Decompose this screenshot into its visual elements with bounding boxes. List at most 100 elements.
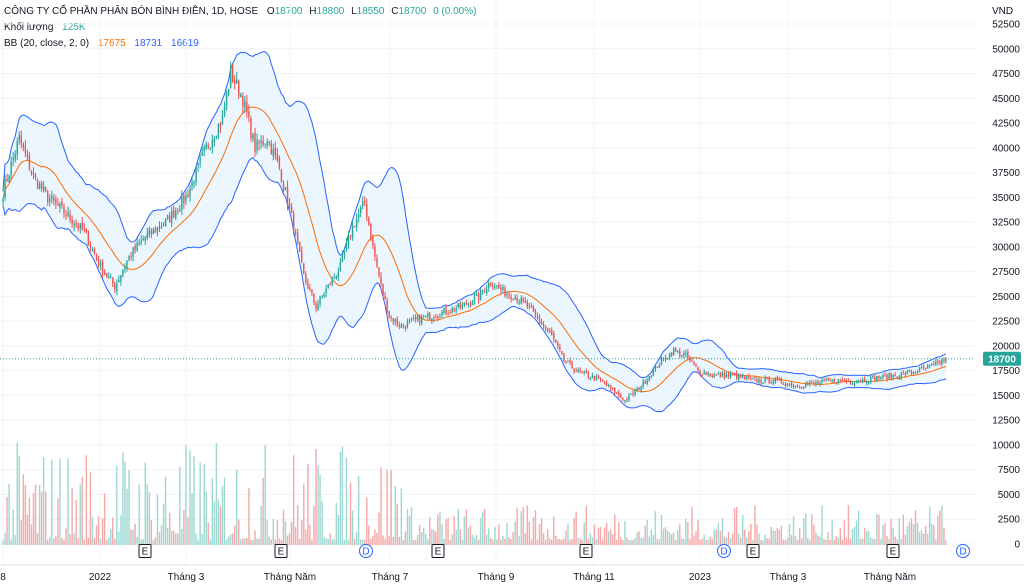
low-label: L: [351, 6, 357, 17]
bb-label[interactable]: BB (20, close, 2, 0): [4, 38, 90, 49]
volume-bar: [575, 511, 577, 545]
candle-body: [508, 294, 510, 296]
volume-bar: [8, 483, 10, 545]
candle-body: [691, 360, 693, 362]
candle-body: [861, 379, 864, 382]
candle-body: [652, 369, 655, 376]
price-axis[interactable]: 5250050000475004500042500400003750035000…: [983, 20, 1021, 551]
volume-bar: [656, 538, 659, 545]
price-tick-label: 32500: [992, 218, 1020, 229]
candle-body: [290, 206, 293, 213]
volume-bar: [364, 539, 366, 545]
candle-body: [211, 140, 214, 148]
volume-bar: [439, 511, 441, 545]
volume-bar: [305, 529, 307, 545]
volume-bar: [173, 530, 175, 545]
candle-body: [91, 248, 94, 250]
volume-bar: [319, 474, 321, 545]
candle-body: [18, 134, 20, 142]
volume-bar: [794, 536, 797, 545]
currency-label: VND: [992, 6, 1013, 17]
candle-body: [294, 232, 297, 234]
volume-bar: [427, 539, 429, 545]
volume-bar: [691, 506, 693, 545]
volume-bar: [158, 532, 161, 545]
volume-bar: [548, 538, 551, 545]
volume-bar: [800, 538, 803, 545]
volume-bar: [632, 539, 634, 545]
volume-bar: [268, 536, 270, 545]
candle-body: [805, 383, 807, 387]
candle-body: [199, 157, 201, 162]
candle-body: [796, 385, 799, 387]
volume-bar: [746, 537, 748, 545]
candle-body: [498, 284, 500, 288]
volume-bar: [366, 497, 368, 545]
volume-bar: [504, 538, 506, 545]
candle-body: [262, 140, 264, 145]
volume-bar: [187, 517, 189, 545]
time-axis[interactable]: 8 2022 Tháng 3 Tháng Năm Tháng 7 Tháng 9 Tháng…: [0, 572, 916, 583]
volume-bar: [707, 539, 709, 545]
volume-bar: [199, 462, 201, 545]
candle-body: [420, 316, 423, 324]
candle-body: [146, 233, 149, 238]
volume-bar: [227, 536, 230, 545]
candle-body: [677, 350, 679, 352]
volume-bar: [260, 506, 262, 545]
candle-body: [589, 377, 592, 379]
candle-body: [561, 351, 563, 354]
volume-bar: [386, 469, 388, 545]
volume-bar: [313, 506, 315, 545]
volume-bar: [835, 536, 837, 545]
candle-body: [120, 275, 122, 282]
volume-bar: [695, 530, 697, 545]
candle-body: [55, 199, 57, 204]
symbol-title[interactable]: CÔNG TY CỔ PHẦN PHÂN BÓN BÌNH ĐIỀN, 1D, …: [4, 6, 259, 17]
price-tick-label: 2500: [998, 515, 1021, 526]
candle-body: [463, 302, 466, 306]
price-tick-label: 42500: [992, 119, 1020, 130]
candle-body: [244, 100, 246, 108]
volume-bar: [197, 539, 199, 545]
volume-bar: [146, 484, 149, 545]
candle-body: [4, 180, 6, 198]
price-tick-label: 35000: [992, 193, 1020, 204]
candle-body: [465, 302, 468, 305]
volume-bar: [709, 536, 711, 545]
volume-bar: [219, 506, 222, 545]
candle-body: [697, 367, 699, 371]
candle-body: [880, 377, 882, 379]
candle-body: [642, 380, 644, 387]
candle-body: [701, 374, 703, 376]
volume-bar: [894, 536, 896, 545]
candle-body: [28, 155, 31, 170]
candle-body: [459, 302, 461, 308]
volume-bar: [53, 538, 55, 545]
candle-body: [520, 297, 522, 304]
volume-bar: [561, 539, 563, 545]
time-tick-label: Tháng Năm: [864, 572, 916, 583]
volume-bar: [652, 535, 655, 545]
candle-body: [496, 285, 498, 287]
candle-body: [837, 379, 839, 384]
candle-body: [683, 353, 685, 356]
candle-body: [551, 330, 553, 335]
volume-bar: [679, 524, 681, 545]
volume-bar: [611, 534, 614, 545]
volume-bar: [374, 529, 376, 545]
volume-bar: [12, 509, 14, 545]
change-value: 0 (0.00%): [433, 6, 477, 17]
volume-bar: [737, 533, 740, 545]
candle-body: [772, 381, 774, 384]
candle-body: [333, 277, 335, 279]
time-tick-label: 2023: [689, 572, 712, 583]
volume-bar: [599, 526, 602, 545]
volume-bar: [892, 528, 894, 545]
volume-bar: [796, 539, 799, 545]
volume-bar: [309, 524, 311, 545]
volume-label[interactable]: Khối lượng: [4, 22, 54, 33]
candle-body: [831, 379, 833, 381]
